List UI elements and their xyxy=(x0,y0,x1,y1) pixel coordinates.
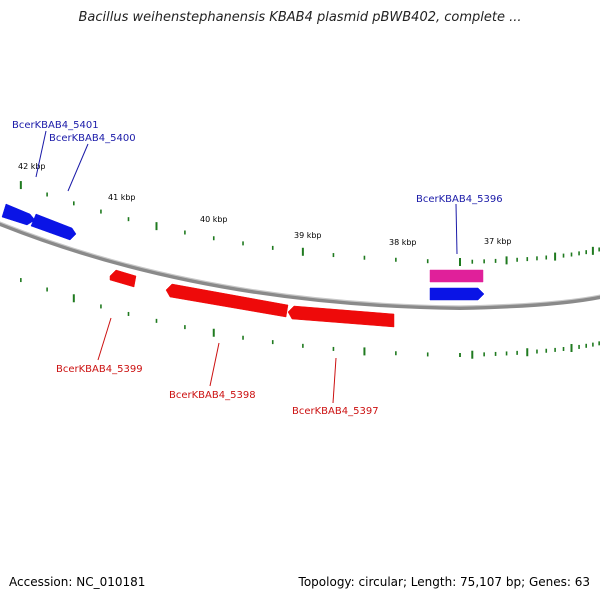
gene-bcerkbab4-5398 xyxy=(165,283,289,318)
gene-bcerkbab4-5396 xyxy=(429,269,484,283)
label-leader xyxy=(455,203,458,255)
gene-bcerkbab4-5398-body xyxy=(165,283,289,318)
gene-bcerkbab4-5399 xyxy=(109,269,137,288)
tick-label: 41 kbp xyxy=(108,193,136,202)
gene-label-bcerkbab4-5399: BcerKBAB4_5399 xyxy=(56,364,143,375)
label-leader xyxy=(35,130,47,178)
map-title: Bacillus weihenstephanensis KBAB4 plasmi… xyxy=(78,10,522,25)
gene-features xyxy=(1,203,485,328)
gene-bcerkbab4-5396-body xyxy=(429,269,484,283)
gene-bcerkbab4-5399-body xyxy=(109,269,137,288)
plasmid-backbone xyxy=(0,221,600,311)
gene-bcerkbab4-5396-lower xyxy=(429,287,485,301)
label-leader xyxy=(67,143,89,192)
gene-bcerkbab4-5397-body xyxy=(287,305,395,328)
gene-bcerkbab4-5401 xyxy=(1,203,36,226)
gene-bcerkbab4-5397 xyxy=(287,305,395,328)
gene-label-bcerkbab4-5401: BcerKBAB4_5401 xyxy=(12,120,99,131)
label-leader xyxy=(209,342,220,387)
topology-summary: Topology: circular; Length: 75,107 bp; G… xyxy=(298,575,590,589)
gene-label-bcerkbab4-5398: BcerKBAB4_5398 xyxy=(169,390,256,401)
tick-label: 39 kbp xyxy=(294,231,322,240)
tick-labels: 42 kbp 41 kbp 40 kbp 39 kbp 38 kbp 37 kbp xyxy=(18,162,512,247)
accession-label: Accession: NC_010181 xyxy=(9,575,146,589)
gene-label-bcerkbab4-5400: BcerKBAB4_5400 xyxy=(49,133,136,144)
gene-bcerkbab4-5400-body xyxy=(30,213,77,241)
label-leader xyxy=(97,317,112,361)
tick-label: 42 kbp xyxy=(18,162,46,171)
inner-tick-ring xyxy=(20,278,600,359)
tick-label: 37 kbp xyxy=(484,237,512,246)
gene-bcerkbab4-5400 xyxy=(30,213,77,241)
tick-label: 40 kbp xyxy=(200,215,228,224)
gene-label-bcerkbab4-5396: BcerKBAB4_5396 xyxy=(416,194,503,205)
gene-label-lines xyxy=(35,130,458,404)
gene-labels: BcerKBAB4_5401 BcerKBAB4_5400 BcerKBAB4_53… xyxy=(12,120,503,417)
outer-tick-ring xyxy=(19,181,600,266)
tick-label: 38 kbp xyxy=(389,238,417,247)
gene-bcerkbab4-5401-body xyxy=(1,203,36,226)
label-leader xyxy=(332,357,337,404)
gene-label-bcerkbab4-5397: BcerKBAB4_5397 xyxy=(292,406,379,417)
gene-bcerkbab4-5396-lower-body xyxy=(429,287,485,301)
